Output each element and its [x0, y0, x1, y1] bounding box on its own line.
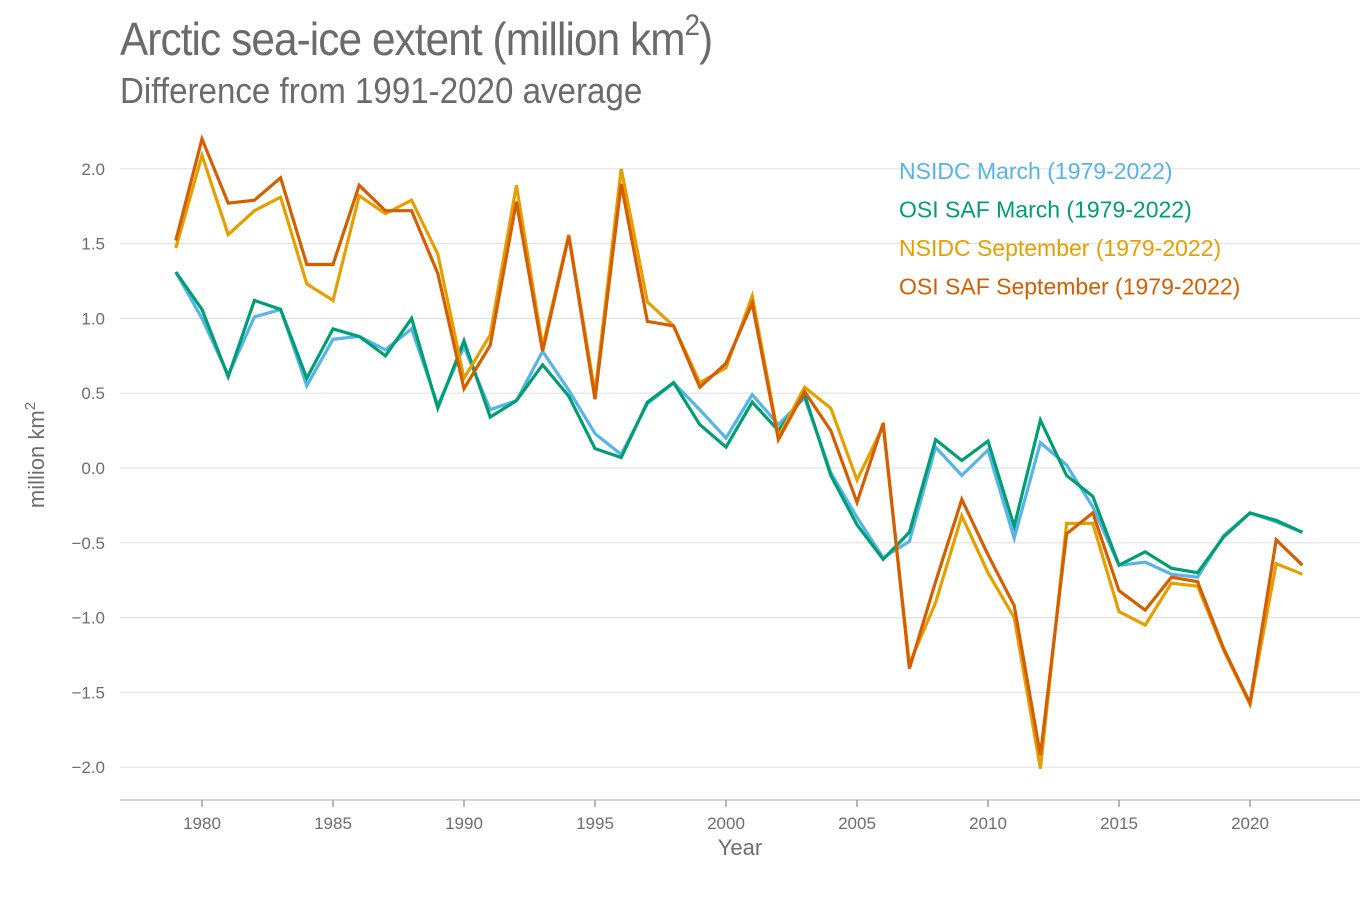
legend: NSIDC March (1979-2022) OSI SAF March (19… — [899, 158, 1240, 300]
x-tick-label: 1980 — [183, 814, 221, 833]
chart-subtitle: Difference from 1991-2020 average — [120, 70, 643, 111]
x-tick-label: 1985 — [314, 814, 352, 833]
legend-entry: NSIDC September (1979-2022) — [899, 235, 1221, 261]
chart-title-superscript: 2 — [684, 8, 700, 42]
gridlines — [120, 168, 1360, 768]
series-line-osi-saf-march-1979-2022 — [174, 271, 1304, 575]
chart-title-close: ) — [699, 13, 713, 65]
y-tick-label: 0.5 — [81, 384, 105, 403]
y-tick-label: 0.0 — [81, 459, 105, 478]
x-tick-label: 1990 — [445, 814, 483, 833]
y-tick-label: −1.5 — [71, 683, 105, 702]
y-tick-label: −2.0 — [71, 758, 105, 777]
y-axis-ticks: 2.0 1.5 1.0 0.5 0.0 −0.5 −1.0 −1.5 −2.0 — [71, 160, 105, 777]
legend-entry: NSIDC March (1979-2022) — [899, 158, 1173, 184]
y-axis-label: million km2 — [22, 402, 49, 508]
x-tick-label: 2015 — [1100, 814, 1138, 833]
x-tick-label: 1995 — [576, 814, 614, 833]
y-tick-label: 1.5 — [81, 235, 105, 254]
x-tick-label: 2000 — [707, 814, 745, 833]
series-line-osi-saf-september-1979-2022 — [174, 133, 1304, 756]
x-tick-label: 2020 — [1231, 814, 1269, 833]
x-axis: 1980 1985 1990 1995 2000 2005 2010 2015 2020 — [120, 799, 1360, 833]
series-lines — [174, 133, 1304, 769]
x-tick-label: 2010 — [969, 814, 1007, 833]
x-axis-label: Year — [718, 835, 762, 860]
x-tick-label: 2005 — [838, 814, 876, 833]
y-tick-label: 1.0 — [81, 309, 105, 328]
legend-entry: OSI SAF September (1979-2022) — [899, 274, 1240, 300]
chart-title: Arctic sea-ice extent (million km2) — [120, 8, 713, 66]
legend-entry: OSI SAF March (1979-2022) — [899, 197, 1192, 223]
y-tick-label: −0.5 — [71, 534, 105, 553]
y-tick-label: −1.0 — [71, 609, 105, 628]
y-tick-label: 2.0 — [81, 160, 105, 179]
chart-title-text: Arctic sea-ice extent (million km — [120, 13, 686, 65]
